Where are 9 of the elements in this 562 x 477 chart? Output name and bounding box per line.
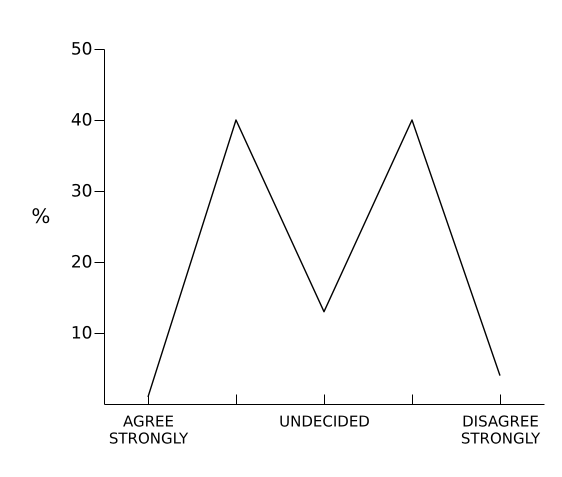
y-tick-label: 40 — [70, 110, 92, 130]
y-tick-label: 10 — [70, 324, 92, 344]
x-tick-label: AGREE STRONGLY — [108, 412, 189, 448]
x-tick-label: UNDECIDED — [279, 412, 370, 430]
x-tick-label: DISAGREE STRONGLY — [460, 412, 541, 448]
y-axis-title: % — [31, 204, 50, 228]
y-tick-label: 30 — [70, 182, 92, 202]
y-tick-label: 50 — [70, 40, 92, 60]
y-tick-label: 20 — [70, 252, 92, 272]
